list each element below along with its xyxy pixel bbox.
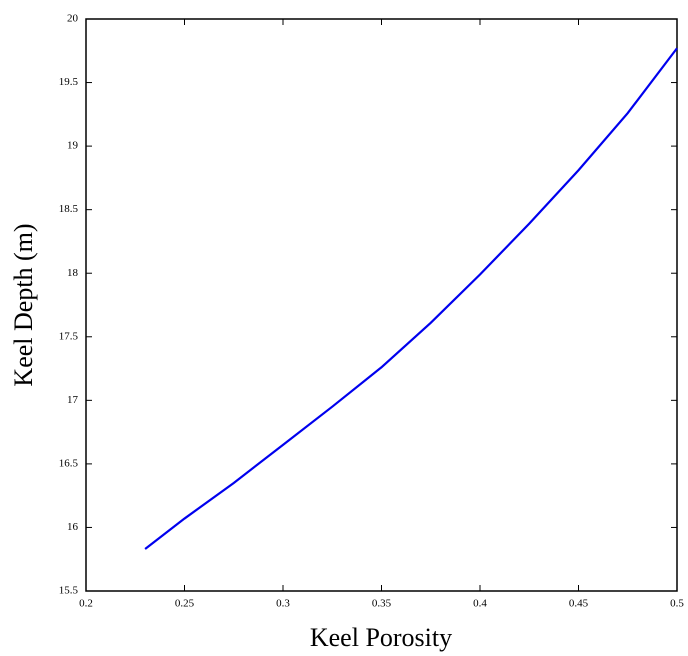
plot-frame xyxy=(85,18,678,592)
y-tick-label: 19 xyxy=(67,140,79,152)
data-line xyxy=(144,47,678,550)
y-tick-label: 20 xyxy=(67,13,79,25)
y-tick-label: 16 xyxy=(67,521,79,533)
y-axis-label: Keel Depth (m) xyxy=(9,223,38,386)
y-tick-label: 18.5 xyxy=(59,203,79,215)
y-tick-label: 16.5 xyxy=(59,457,79,469)
y-tick-label: 17.5 xyxy=(59,330,79,342)
x-axis-label: Keel Porosity xyxy=(310,623,452,652)
x-tick-label: 0.25 xyxy=(175,598,195,610)
x-tick-label: 0.2 xyxy=(79,598,93,610)
y-tick-label: 19.5 xyxy=(59,76,79,88)
x-tick-label: 0.4 xyxy=(473,598,487,610)
y-tick-label: 17 xyxy=(67,394,79,406)
y-tick-label: 18 xyxy=(67,267,79,279)
x-tick-label: 0.3 xyxy=(276,598,290,610)
x-tick-label: 0.35 xyxy=(372,598,392,610)
x-tick-label: 0.5 xyxy=(670,598,684,610)
y-tick-label: 15.5 xyxy=(59,585,79,597)
x-tick-label: 0.45 xyxy=(569,598,589,610)
